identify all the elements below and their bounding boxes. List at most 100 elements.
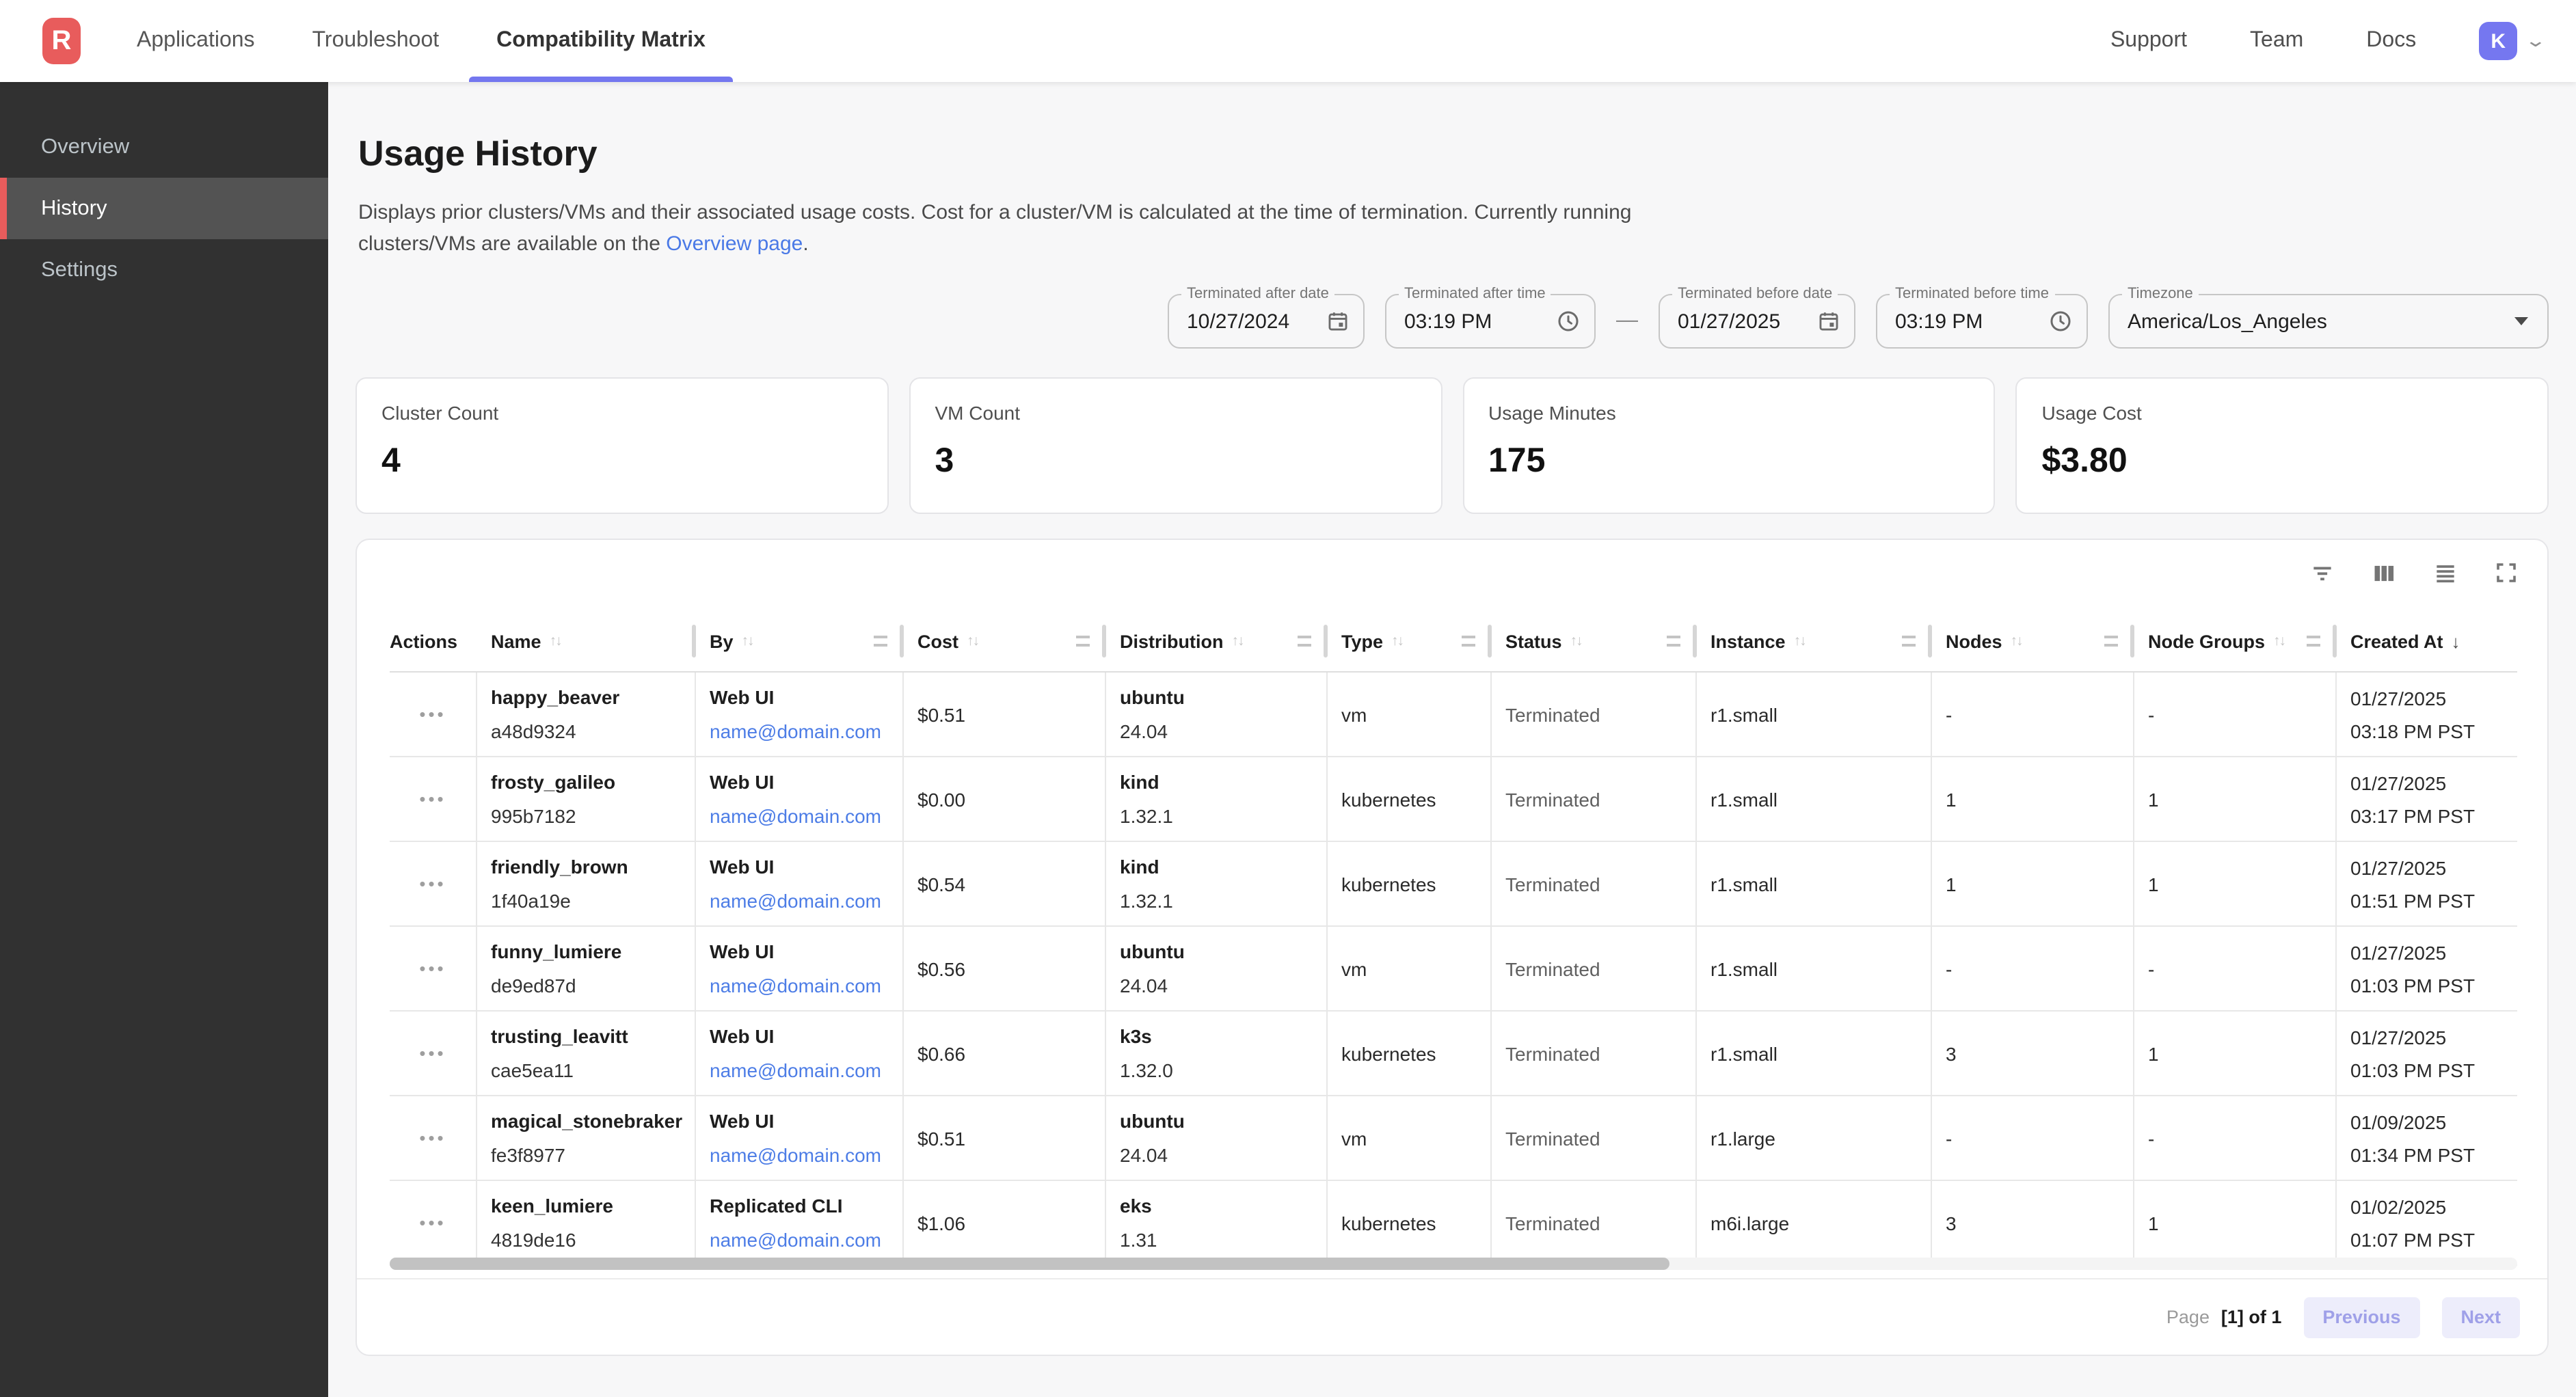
cell-type: kubernetes	[1328, 1181, 1492, 1264]
filter-field-terminated-after-time[interactable]: Terminated after time 03:19 PM	[1385, 286, 1596, 349]
sort-icon[interactable]: ↑↓	[549, 633, 563, 649]
sidebar-item-overview[interactable]: Overview	[0, 116, 328, 178]
user-menu[interactable]: K ⌄	[2479, 22, 2547, 60]
column-header-type[interactable]: Type ↑↓	[1328, 611, 1492, 671]
sidebar-item-settings[interactable]: Settings	[0, 239, 328, 301]
column-menu-icon[interactable]	[874, 636, 887, 647]
filter-field-value[interactable]: 01/27/2025	[1678, 310, 1781, 333]
column-separator[interactable]	[1324, 625, 1328, 657]
column-header-by[interactable]: By ↑↓	[696, 611, 904, 671]
sort-icon[interactable]: ↑↓	[1570, 633, 1583, 649]
column-menu-icon[interactable]	[1667, 636, 1680, 647]
nav-tab-compatibility-matrix[interactable]: Compatibility Matrix	[469, 0, 733, 82]
calendar-icon[interactable]	[1817, 310, 1840, 333]
filter-icon[interactable]	[2308, 559, 2335, 586]
clock-icon[interactable]	[1556, 309, 1581, 334]
created-by-source: Web UI	[710, 1025, 775, 1047]
nav-tab-troubleshoot[interactable]: Troubleshoot	[312, 29, 440, 52]
avatar[interactable]: K	[2479, 22, 2518, 60]
column-header-node-groups[interactable]: Node Groups ↑↓	[2134, 611, 2337, 671]
page-title: Usage History	[358, 133, 598, 174]
created-by-email-link[interactable]: name@domain.com	[710, 720, 881, 742]
horizontal-scrollbar-track[interactable]	[390, 1258, 2517, 1270]
column-separator[interactable]	[2333, 625, 2337, 657]
column-separator[interactable]	[1928, 625, 1932, 657]
cell-nodes: -	[1932, 1096, 2134, 1180]
horizontal-scrollbar-thumb[interactable]	[390, 1258, 1669, 1270]
usage-table: Actions Name ↑↓ By ↑↓ Cost ↑↓ Distribution ↑↓ Typ…	[390, 611, 2517, 1266]
column-header-instance[interactable]: Instance ↑↓	[1697, 611, 1932, 671]
sidebar-item-label: Overview	[41, 135, 130, 158]
column-menu-icon[interactable]	[2104, 636, 2118, 647]
filter-field-value[interactable]: 03:19 PM	[1404, 310, 1492, 333]
density-icon[interactable]	[2431, 559, 2458, 586]
column-header-distribution[interactable]: Distribution ↑↓	[1106, 611, 1328, 671]
column-separator[interactable]	[692, 625, 696, 657]
column-header-name[interactable]: Name ↑↓	[477, 611, 696, 671]
columns-icon[interactable]	[2370, 559, 2397, 586]
dropdown-arrow-icon[interactable]	[2514, 317, 2528, 325]
next-page-button[interactable]: Next	[2441, 1297, 2520, 1338]
sort-icon[interactable]: ↑↓	[967, 633, 980, 649]
filter-field-value[interactable]: 03:19 PM	[1895, 310, 1983, 333]
filter-field-terminated-before-date[interactable]: Terminated before date 01/27/2025	[1659, 286, 1855, 349]
column-menu-icon[interactable]	[2307, 636, 2320, 647]
sort-icon[interactable]: ↑↓	[2010, 633, 2024, 649]
row-actions-button[interactable]: •••	[419, 703, 446, 724]
column-menu-icon[interactable]	[1076, 636, 1090, 647]
nav-link-support[interactable]: Support	[2110, 29, 2188, 52]
column-header-actions[interactable]: Actions	[390, 611, 477, 671]
cluster-id: fe3f8977	[491, 1144, 565, 1166]
column-header-cost[interactable]: Cost ↑↓	[904, 611, 1106, 671]
overview-page-link[interactable]: Overview page	[666, 232, 803, 256]
created-by-email-link[interactable]: name@domain.com	[710, 805, 881, 827]
fullscreen-icon[interactable]	[2493, 559, 2520, 586]
created-by-email-link[interactable]: name@domain.com	[710, 1059, 881, 1081]
cell-type: kubernetes	[1328, 757, 1492, 841]
row-actions-button[interactable]: •••	[419, 873, 446, 893]
filter-field-terminated-before-time[interactable]: Terminated before time 03:19 PM	[1876, 286, 2088, 349]
timezone-select[interactable]: Timezone America/Los_Angeles	[2108, 286, 2549, 349]
column-separator[interactable]	[1488, 625, 1492, 657]
row-actions-button[interactable]: •••	[419, 1127, 446, 1148]
nav-link-docs[interactable]: Docs	[2366, 29, 2417, 52]
row-actions-button[interactable]: •••	[419, 1042, 446, 1063]
row-actions-button[interactable]: •••	[419, 1212, 446, 1232]
column-header-nodes[interactable]: Nodes ↑↓	[1932, 611, 2134, 671]
column-separator[interactable]	[1102, 625, 1106, 657]
sort-icon[interactable]: ↑↓	[1793, 633, 1807, 649]
nav-tab-applications[interactable]: Applications	[137, 29, 255, 52]
sort-icon[interactable]: ↑↓	[2273, 633, 2286, 649]
filter-field-value[interactable]: 10/27/2024	[1187, 310, 1290, 333]
created-by-email-link[interactable]: name@domain.com	[710, 1229, 881, 1251]
column-header-label: Status	[1505, 631, 1562, 651]
created-by-email-link[interactable]: name@domain.com	[710, 1144, 881, 1166]
sort-icon[interactable]: ↑↓	[1391, 633, 1404, 649]
chevron-down-icon[interactable]: ⌄	[2524, 30, 2547, 51]
column-menu-icon[interactable]	[1462, 636, 1475, 647]
clock-icon[interactable]	[2048, 309, 2073, 334]
column-menu-icon[interactable]	[1298, 636, 1311, 647]
sort-desc-icon[interactable]: ↓	[2451, 631, 2460, 651]
sort-icon[interactable]: ↑↓	[741, 633, 755, 649]
column-separator[interactable]	[900, 625, 904, 657]
nav-link-team[interactable]: Team	[2250, 29, 2304, 52]
table-row: ••• happy_beaver a48d9324 Web UI name@domain…	[390, 673, 2517, 757]
timezone-value[interactable]: America/Los_Angeles	[2128, 310, 2327, 333]
sort-icon[interactable]: ↑↓	[1231, 633, 1245, 649]
sidebar-item-history[interactable]: History	[0, 178, 328, 239]
filter-field-terminated-after-date[interactable]: Terminated after date 10/27/2024	[1168, 286, 1365, 349]
row-actions-button[interactable]: •••	[419, 788, 446, 809]
previous-page-button[interactable]: Previous	[2303, 1297, 2420, 1338]
created-by-email-link[interactable]: name@domain.com	[710, 975, 881, 996]
calendar-icon[interactable]	[1326, 310, 1350, 333]
column-header-status[interactable]: Status ↑↓	[1492, 611, 1697, 671]
column-separator[interactable]	[2130, 625, 2134, 657]
row-actions-button[interactable]: •••	[419, 958, 446, 978]
column-separator[interactable]	[1693, 625, 1697, 657]
created-by-email-link[interactable]: name@domain.com	[710, 890, 881, 912]
brand-logo-icon[interactable]: R	[42, 18, 81, 64]
column-header-created-at[interactable]: Created At ↓	[2337, 611, 2517, 671]
column-menu-icon[interactable]	[1902, 636, 1916, 647]
